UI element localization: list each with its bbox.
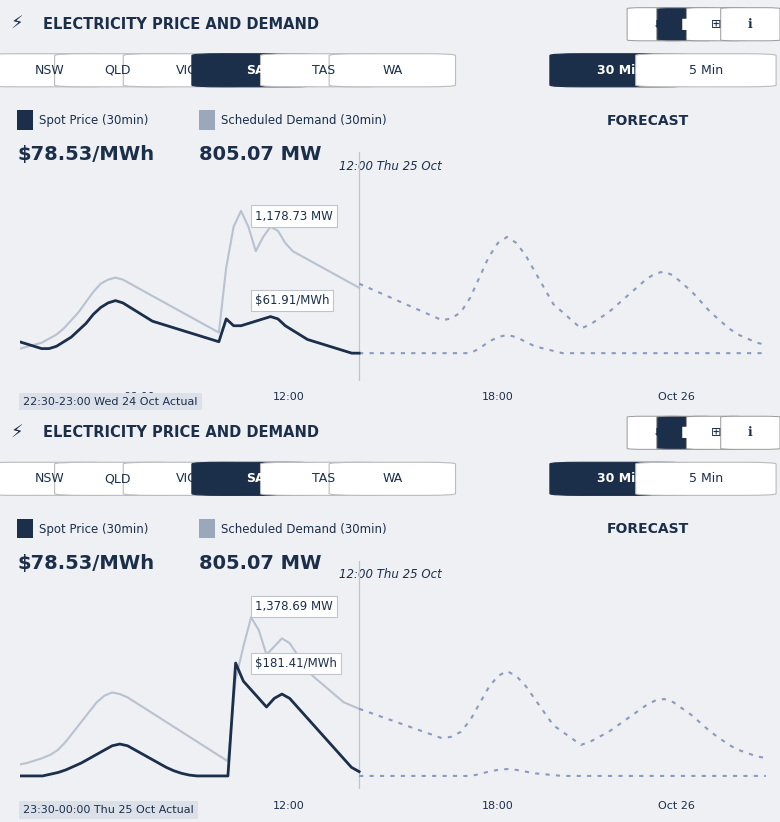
Text: Oct 26: Oct 26: [658, 801, 695, 810]
FancyBboxPatch shape: [550, 53, 690, 87]
FancyBboxPatch shape: [686, 7, 746, 41]
Text: ℹ: ℹ: [748, 427, 753, 439]
Bar: [17, 519, 33, 538]
FancyBboxPatch shape: [55, 462, 181, 496]
FancyBboxPatch shape: [192, 53, 318, 87]
Text: 805.07 MW: 805.07 MW: [199, 554, 321, 573]
Text: 22:30-23:00 Wed 24 Oct Actual: 22:30-23:00 Wed 24 Oct Actual: [23, 396, 198, 407]
Text: ⚡: ⚡: [11, 424, 23, 441]
FancyBboxPatch shape: [636, 462, 776, 496]
Text: ⊞: ⊞: [711, 18, 722, 30]
FancyBboxPatch shape: [123, 53, 250, 87]
Text: VIC: VIC: [176, 64, 197, 76]
FancyBboxPatch shape: [721, 7, 780, 41]
FancyBboxPatch shape: [657, 416, 716, 450]
Text: 12:00 Thu 25 Oct: 12:00 Thu 25 Oct: [339, 568, 441, 581]
FancyBboxPatch shape: [261, 53, 387, 87]
Text: ℹ: ℹ: [748, 18, 753, 30]
Text: ▐▌: ▐▌: [678, 427, 695, 438]
Bar: [17, 110, 33, 130]
Text: ▐▌: ▐▌: [678, 19, 695, 30]
Text: 12:00: 12:00: [272, 801, 304, 810]
Text: WA: WA: [382, 64, 402, 76]
Text: FORECAST: FORECAST: [606, 522, 689, 536]
Text: 06:00: 06:00: [123, 392, 154, 402]
FancyBboxPatch shape: [329, 53, 456, 87]
Text: ELECTRICITY PRICE AND DEMAND: ELECTRICITY PRICE AND DEMAND: [43, 16, 319, 32]
Text: 30 Min: 30 Min: [597, 64, 644, 76]
Text: 12:00: 12:00: [272, 392, 304, 402]
Text: 23:30-00:00 Thu 25 Oct Actual: 23:30-00:00 Thu 25 Oct Actual: [23, 805, 194, 815]
Text: WA: WA: [382, 473, 402, 485]
Text: 5 Min: 5 Min: [689, 473, 723, 485]
FancyBboxPatch shape: [55, 53, 181, 87]
Text: $78.53/MWh: $78.53/MWh: [17, 554, 154, 573]
Text: 12:00 Thu 25 Oct: 12:00 Thu 25 Oct: [339, 159, 441, 173]
Text: Oct 26: Oct 26: [658, 392, 695, 402]
Text: NSW: NSW: [34, 473, 64, 485]
FancyBboxPatch shape: [721, 416, 780, 450]
Text: TAS: TAS: [312, 473, 335, 485]
Text: 30 Min: 30 Min: [597, 473, 644, 485]
FancyBboxPatch shape: [550, 462, 690, 496]
FancyBboxPatch shape: [261, 462, 387, 496]
Text: Scheduled Demand (30min): Scheduled Demand (30min): [221, 523, 386, 536]
Text: 18:00: 18:00: [481, 392, 513, 402]
FancyBboxPatch shape: [657, 7, 716, 41]
Text: ⬇: ⬇: [652, 427, 661, 438]
Text: 5 Min: 5 Min: [689, 64, 723, 76]
Text: 18:00: 18:00: [481, 801, 513, 810]
Text: $61.91/MWh: $61.91/MWh: [254, 294, 329, 307]
FancyBboxPatch shape: [329, 462, 456, 496]
Text: QLD: QLD: [105, 64, 131, 76]
FancyBboxPatch shape: [192, 462, 318, 496]
Text: SA: SA: [246, 473, 264, 485]
Text: Spot Price (30min): Spot Price (30min): [39, 523, 148, 536]
Text: 1,178.73 MW: 1,178.73 MW: [254, 210, 332, 223]
Text: SA: SA: [246, 64, 264, 76]
Text: FORECAST: FORECAST: [606, 113, 689, 127]
Text: $78.53/MWh: $78.53/MWh: [17, 145, 154, 164]
Text: ELECTRICITY PRICE AND DEMAND: ELECTRICITY PRICE AND DEMAND: [43, 425, 319, 441]
Text: $181.41/MWh: $181.41/MWh: [254, 657, 336, 670]
Text: 1,378.69 MW: 1,378.69 MW: [254, 600, 332, 613]
FancyBboxPatch shape: [686, 416, 746, 450]
Text: ⬇: ⬇: [652, 19, 661, 30]
Text: ⊞: ⊞: [711, 427, 722, 439]
FancyBboxPatch shape: [123, 462, 250, 496]
Text: QLD: QLD: [105, 473, 131, 485]
Text: VIC: VIC: [176, 473, 197, 485]
FancyBboxPatch shape: [0, 462, 112, 496]
Text: ⚡: ⚡: [11, 16, 23, 33]
FancyBboxPatch shape: [627, 7, 686, 41]
Text: TAS: TAS: [312, 64, 335, 76]
Bar: [199, 519, 215, 538]
Text: 6:00: 6:00: [126, 801, 151, 810]
FancyBboxPatch shape: [0, 53, 112, 87]
Text: Spot Price (30min): Spot Price (30min): [39, 114, 148, 127]
FancyBboxPatch shape: [627, 416, 686, 450]
Text: 805.07 MW: 805.07 MW: [199, 145, 321, 164]
Text: NSW: NSW: [34, 64, 64, 76]
Text: Scheduled Demand (30min): Scheduled Demand (30min): [221, 114, 386, 127]
FancyBboxPatch shape: [636, 53, 776, 87]
Bar: [199, 110, 215, 130]
